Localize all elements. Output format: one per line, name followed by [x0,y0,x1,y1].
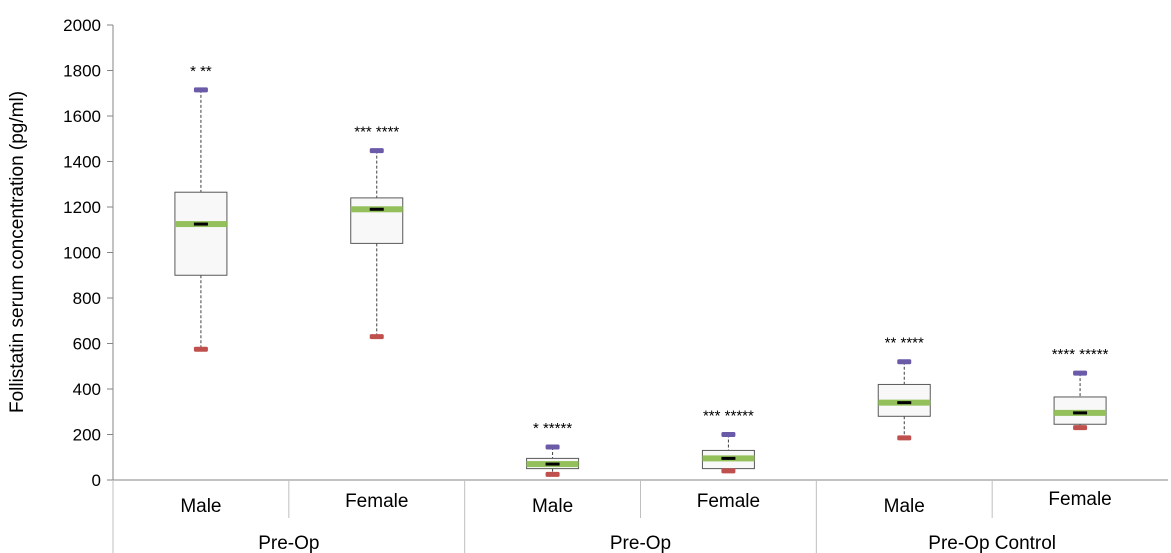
median-mark [721,456,736,460]
y-tick-label: 600 [73,335,101,354]
min-marker [193,346,208,352]
box-5: ** **** [877,335,931,441]
y-tick-label: 400 [73,380,101,399]
y-axis-label: Follistatin serum concentration (pg/ml) [7,91,28,413]
box-body [174,191,228,276]
y-tick-label: 0 [92,471,101,490]
x-group-label: Pre-Op Control [928,533,1056,553]
box-3: * ***** [526,420,580,477]
significance-label: ** **** [885,335,924,352]
box-2: *** **** [350,124,404,340]
median-mark [369,207,384,211]
min-marker [369,334,384,340]
box-body [350,197,404,244]
min-marker [721,468,736,474]
significance-label: *** ***** [703,408,754,425]
x-category-label: Female [1048,489,1111,510]
max-marker [193,87,208,93]
significance-label: * ** [190,63,212,80]
y-tick-label: 1200 [63,198,101,217]
min-marker [545,471,560,477]
max-marker [721,432,736,437]
x-group-label: Pre-Op [610,533,671,553]
x-category-label: Male [180,496,221,517]
y-tick-label: 800 [73,289,101,308]
significance-label: **** ***** [1052,346,1109,363]
box-6: **** ***** [1052,346,1109,431]
min-marker [897,435,912,441]
x-category-label: Male [884,496,925,517]
x-category-label: Female [697,491,760,512]
x-group-label: Pre-Op [258,533,319,553]
x-axis: Male Female Male Female Male Female Pre-Op Pre-… [112,479,1168,553]
median-mark [545,462,560,466]
median-mark [193,222,208,226]
max-marker [545,444,560,450]
max-marker [1073,370,1088,376]
y-tick-label: 1000 [63,244,101,263]
plot-area: * ** *** **** * ***** *** ***** ** **** **** … [174,63,1109,477]
y-tick-label: 1400 [63,153,101,172]
significance-label: * ***** [533,420,572,437]
significance-label: *** **** [354,124,399,141]
median-mark [897,401,912,405]
x-category-label: Male [532,496,573,517]
y-tick-label: 1600 [63,107,101,126]
max-marker [369,148,384,154]
y-tick-label: 1800 [63,62,101,81]
box-1: * ** [174,63,228,352]
y-tick-label: 200 [73,426,101,445]
y-tick-label: 2000 [63,16,101,35]
y-axis: 0 200 400 600 800 1000 1200 1400 1600 1800 2000 [63,16,114,490]
x-category-label: Female [345,491,408,512]
max-marker [897,359,912,365]
median-mark [1073,411,1088,415]
min-marker [1073,425,1088,431]
box-4: *** ***** [701,408,755,474]
